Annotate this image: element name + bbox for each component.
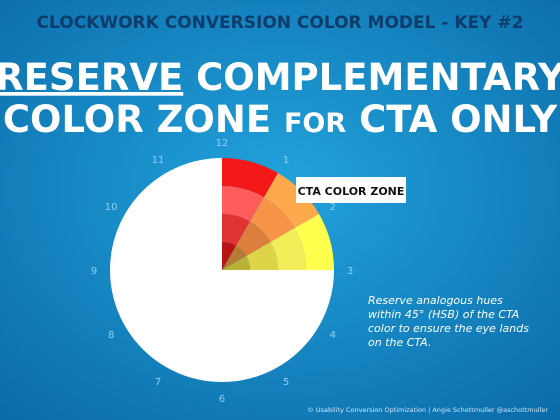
title-line-2: COLOR ZONE FOR CTA ONLY — [3, 98, 558, 141]
clock-label: 5 — [283, 377, 289, 388]
title-start: COLOR ZONE — [3, 98, 271, 141]
clock-label: 7 — [155, 377, 161, 388]
wedge — [270, 228, 306, 270]
title-rest: COMPLEMENTARY — [196, 56, 560, 99]
note-line: on the CTA. — [368, 336, 431, 349]
clock-label: 10 — [105, 202, 118, 213]
clock-label: 3 — [347, 266, 353, 277]
color-wedges — [222, 158, 334, 270]
title-small: FOR — [284, 108, 346, 139]
wedge — [222, 256, 250, 270]
title-end: CTA ONLY — [359, 98, 558, 141]
wedge — [222, 158, 278, 198]
wedge — [236, 221, 271, 256]
clock-label: 1 — [283, 155, 289, 166]
wedge — [222, 245, 247, 270]
callout-box — [296, 177, 406, 203]
kicker: CLOCKWORK CONVERSION COLOR MODEL - KEY #… — [37, 13, 524, 33]
wedge — [250, 197, 295, 242]
footer: © Usability Conversion Optimization | An… — [307, 406, 548, 414]
note-line: color to ensure the eye lands — [368, 322, 529, 335]
wedge — [246, 242, 278, 270]
wedge — [222, 214, 250, 246]
wedge — [222, 242, 236, 270]
note-line: within 45° (HSB) of the CTA — [368, 308, 519, 321]
title-underlined: RESERVE — [0, 56, 183, 99]
callout: CTA COLOR ZONE — [298, 185, 405, 198]
clock-label: 6 — [219, 394, 225, 405]
title-line-1: RESERVE COMPLEMENTARY — [0, 56, 560, 99]
clock-label: 2 — [330, 202, 336, 213]
clock-label: 9 — [91, 266, 97, 277]
clock-label: 8 — [108, 330, 114, 341]
clock-label: 11 — [152, 155, 165, 166]
clock-label: 12 — [216, 138, 229, 149]
wedge — [264, 173, 319, 228]
clock-label: 4 — [330, 330, 336, 341]
wedge — [222, 186, 264, 222]
wedge — [294, 214, 334, 270]
note-line: Reserve analogous hues — [368, 294, 503, 307]
